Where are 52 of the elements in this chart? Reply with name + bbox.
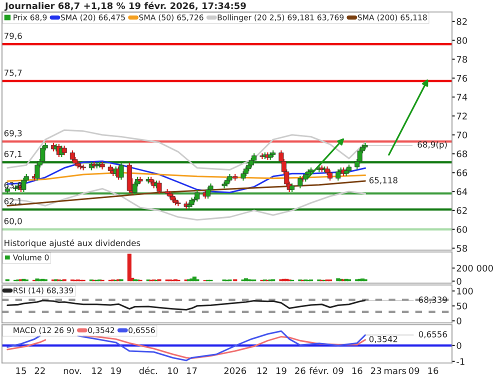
y-tick-label: 66: [456, 169, 468, 176]
ref-line-label: 75,7: [4, 70, 22, 77]
annotation: Historique ajusté aux dividendes: [4, 239, 140, 248]
y-tick-label: 100: [457, 288, 473, 295]
x-tick-label: 2026: [224, 367, 246, 374]
y-tick-label: 62: [456, 207, 467, 214]
ref-line-label: 79,6: [4, 32, 22, 40]
annotation: 0,3542: [369, 336, 398, 344]
ref-line-label: 69,3: [4, 130, 22, 138]
ref-line-label: 60,0: [4, 218, 22, 226]
y-tick-label: -1: [456, 358, 464, 365]
x-tick-label: déc.: [139, 366, 157, 374]
annotation: 68,339: [418, 296, 447, 304]
x-tick-label: 16: [428, 367, 438, 374]
ref-line-label: 67,1: [4, 150, 22, 158]
y-tick-label: 72: [456, 112, 467, 120]
x-tick-label: 16: [352, 367, 362, 374]
y-tick-label: 76: [456, 74, 468, 82]
y-tick-label: 64: [456, 188, 468, 196]
y-tick-label: 58: [456, 244, 468, 252]
annotation: 68,9(p): [418, 141, 447, 150]
x-tick-label: 22: [34, 367, 45, 374]
x-tick-label: mars: [384, 368, 406, 374]
x-tick-label: févr.: [309, 366, 328, 374]
y-tick-label: 82: [456, 18, 467, 26]
annotation: 0,6556: [418, 331, 447, 338]
chart-title: Journalier 68,7 +1,18 % 19 févr. 2026, 17:34:59: [4, 2, 246, 11]
y-tick-label: 0: [456, 342, 462, 350]
y-tick-label: 78: [456, 56, 468, 63]
x-tick-label: 12: [92, 367, 102, 374]
y-tick-label: 50: [456, 302, 468, 310]
x-tick-label: 10: [168, 367, 178, 374]
x-tick-label: 19: [111, 367, 121, 374]
x-tick-label: 26: [295, 367, 306, 374]
y-tick-label: 0: [456, 318, 462, 324]
x-tick-label: 17: [187, 367, 197, 374]
x-tick-label: 23: [371, 367, 382, 374]
y-tick-label: 0: [456, 278, 462, 285]
x-tick-label: 15: [16, 367, 26, 374]
x-tick-label: nov.: [64, 368, 81, 374]
x-tick-label: 09: [408, 367, 420, 374]
x-tick-label: 19: [276, 367, 286, 374]
y-tick-label: 74: [456, 94, 468, 100]
y-tick-label: 80: [456, 37, 468, 44]
ref-line-label: 62,1: [4, 198, 22, 206]
annotation: 65,118: [369, 177, 398, 184]
x-tick-label: 09: [332, 367, 344, 374]
y-tick-label: 70: [456, 132, 468, 138]
x-tick-label: 12: [257, 367, 268, 374]
y-tick-label: 68: [456, 150, 468, 158]
y-tick-label: 200 000: [456, 264, 493, 272]
y-tick-label: 60: [456, 226, 468, 233]
